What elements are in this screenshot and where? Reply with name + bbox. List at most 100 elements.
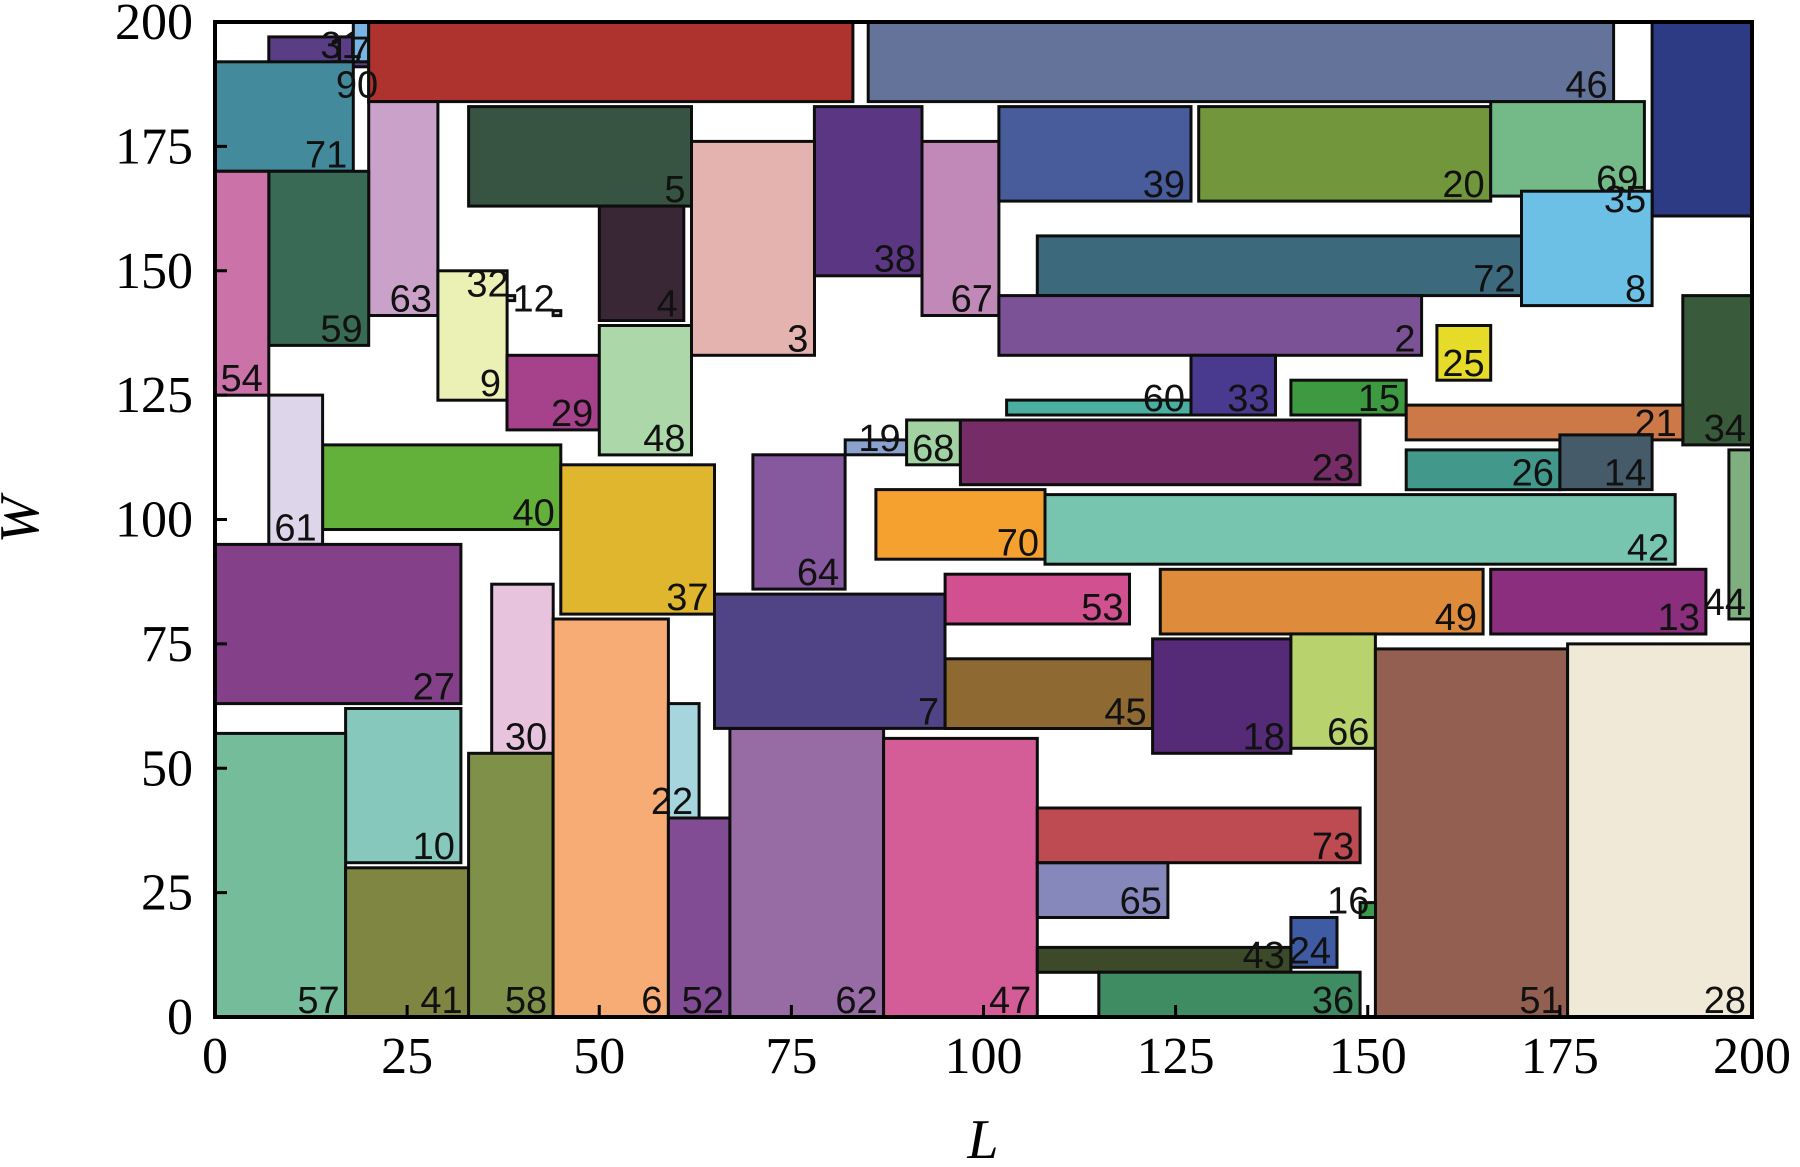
rectangle-label-64: 64	[797, 552, 839, 594]
rectangle-label-48: 48	[643, 418, 685, 460]
packed-rectangle-27	[213, 542, 463, 706]
x-tick-label: 50	[573, 1028, 625, 1085]
rectangles-layer	[213, 20, 1754, 1019]
packed-rectangle-62	[728, 727, 886, 1019]
packed-rectangle-6	[551, 617, 670, 1019]
rectangle-label-67: 67	[951, 279, 993, 321]
packed-rectangle-68	[905, 418, 962, 467]
rectangle-label-17: 17	[328, 30, 370, 72]
x-tick-label: 150	[1329, 1028, 1407, 1085]
packed-rectangle-9	[436, 269, 509, 402]
packed-rectangle-52	[666, 816, 732, 1019]
rectangle-label-39: 39	[1143, 164, 1185, 206]
packed-rectangle-59	[267, 169, 371, 347]
rectangle-label-65: 65	[1120, 881, 1162, 923]
packed-rectangle-16	[1358, 901, 1377, 919]
x-tick-label: 200	[1713, 1028, 1791, 1085]
packed-rectangle-37	[559, 463, 716, 616]
rectangle-label-70: 70	[997, 522, 1039, 564]
rectangle-label-18: 18	[1243, 716, 1285, 758]
packed-rectangle-33	[1189, 353, 1277, 417]
rectangle-label-46: 46	[1565, 65, 1607, 107]
rectangle-label-10: 10	[413, 826, 455, 868]
rectangle-label-44: 44	[1704, 582, 1746, 624]
rectangle-label-69: 69	[1596, 159, 1638, 201]
rectangle-label-49: 49	[1435, 597, 1477, 639]
packed-rectangle-15	[1289, 378, 1408, 417]
packed-rectangle-34	[1681, 294, 1754, 447]
packed-rectangle-20	[1197, 105, 1493, 203]
packed-rectangle-48	[597, 324, 693, 457]
rectangle-label-73: 73	[1312, 826, 1354, 868]
x-axis-label: L	[966, 1109, 998, 1167]
packed-rectangle-42	[1043, 493, 1677, 566]
y-tick-label: 25	[141, 865, 193, 922]
rectangle-label-37: 37	[666, 577, 708, 619]
packed-rectangle-12	[551, 309, 563, 318]
packed-rectangle-72	[1035, 234, 1524, 298]
rectangle-label-53: 53	[1081, 587, 1123, 629]
rectangle-label-61: 61	[274, 507, 316, 549]
y-axis-label: W	[0, 492, 51, 543]
rectangle-label-6: 6	[641, 980, 662, 1022]
x-tick-label: 100	[945, 1028, 1023, 1085]
packed-rectangle-64	[751, 453, 847, 591]
rectangle-label-7: 7	[918, 692, 939, 734]
packed-rectangle-8	[1520, 189, 1654, 308]
packed-rectangle-46	[866, 20, 1616, 104]
x-tick-label: 75	[765, 1028, 817, 1085]
rectangle-label-34: 34	[1704, 408, 1746, 450]
packed-rectangle-39	[997, 105, 1193, 203]
rectangle-label-19: 19	[858, 418, 900, 460]
rectangle-label-43: 43	[1243, 935, 1285, 977]
packed-rectangle-7	[713, 592, 947, 730]
packed-rectangle-28	[1566, 642, 1754, 1019]
packed-rectangle-41	[344, 866, 471, 1019]
packed-rectangle-51	[1373, 647, 1570, 1019]
y-tick-label: 125	[115, 367, 193, 424]
packed-rectangle-67	[920, 139, 1001, 317]
rectangle-label-63: 63	[390, 279, 432, 321]
y-tick-label: 150	[115, 243, 193, 300]
rectangle-label-71: 71	[305, 134, 347, 176]
packed-rectangle-10	[344, 707, 463, 865]
rectangle-label-30: 30	[505, 716, 547, 758]
packed-rectangle-47	[882, 736, 1039, 1019]
rectangle-label-54: 54	[221, 358, 263, 400]
rectangle-label-21: 21	[1635, 403, 1677, 445]
y-axis-ticks: 0 25 50 75 100 125 150 175 200	[115, 0, 227, 1046]
packed-rectangle-3	[367, 20, 855, 104]
x-axis-ticks: 0 25 50 75 100 125 150 175 200	[202, 1005, 1791, 1085]
packed-rectangle-57	[213, 731, 348, 1019]
rectangle-label-9: 9	[480, 363, 501, 405]
rectangle-label-60: 60	[1143, 378, 1185, 420]
y-tick-label: 75	[141, 616, 193, 673]
rectangle-label-15: 15	[1358, 378, 1400, 420]
rectangle-label-8: 8	[1625, 269, 1646, 311]
packed-rectangle-25	[1435, 324, 1493, 382]
rectangle-label-38: 38	[874, 239, 916, 281]
rectangle-label-32: 32	[466, 264, 508, 306]
rectangle-label-31: 31	[320, 25, 362, 67]
rectangle-label-5: 5	[664, 169, 685, 211]
packed-rectangle-58	[467, 751, 555, 1019]
rectangle-label-59: 59	[320, 308, 362, 350]
rectangle-label-23: 23	[1312, 448, 1354, 490]
packed-rectangle-65	[1035, 861, 1170, 919]
packed-rectangle-14	[1558, 433, 1654, 492]
rectangle-label-24: 24	[1289, 930, 1331, 972]
rectangle-label-25: 25	[1442, 343, 1484, 385]
packed-rectangle-4	[597, 204, 686, 323]
rectangle-label-68: 68	[912, 428, 954, 470]
y-tick-label: 0	[167, 989, 193, 1046]
rectangle-label-12: 12	[513, 279, 555, 321]
rectangle-label-14: 14	[1604, 453, 1646, 495]
packed-rectangle-5	[1650, 20, 1754, 218]
packed-rectangle-40	[321, 443, 563, 531]
rectangle-label-22: 22	[651, 781, 693, 823]
packed-rectangle-23	[958, 418, 1362, 487]
packed-rectangle-63	[367, 100, 440, 317]
x-tick-label: 0	[202, 1028, 228, 1085]
